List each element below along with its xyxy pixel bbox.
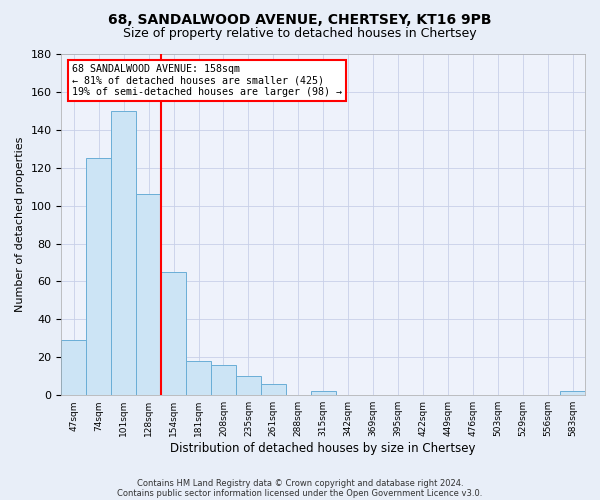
Text: 68 SANDALWOOD AVENUE: 158sqm
← 81% of detached houses are smaller (425)
19% of s: 68 SANDALWOOD AVENUE: 158sqm ← 81% of de… (72, 64, 342, 98)
Bar (560, 392, 585, 395)
Y-axis label: Number of detached properties: Number of detached properties (15, 137, 25, 312)
Bar (86, 158, 111, 395)
Bar (261, 384, 286, 395)
Text: Size of property relative to detached houses in Chertsey: Size of property relative to detached ho… (123, 28, 477, 40)
Text: 68, SANDALWOOD AVENUE, CHERTSEY, KT16 9PB: 68, SANDALWOOD AVENUE, CHERTSEY, KT16 9P… (108, 12, 492, 26)
Bar (236, 376, 261, 395)
Bar (186, 361, 211, 395)
Text: Contains public sector information licensed under the Open Government Licence v3: Contains public sector information licen… (118, 488, 482, 498)
Bar (111, 111, 136, 395)
Bar (136, 194, 161, 395)
Bar (311, 392, 335, 395)
Bar (161, 272, 186, 395)
Bar (211, 365, 236, 395)
Bar (61, 340, 86, 395)
X-axis label: Distribution of detached houses by size in Chertsey: Distribution of detached houses by size … (170, 442, 476, 455)
Text: Contains HM Land Registry data © Crown copyright and database right 2024.: Contains HM Land Registry data © Crown c… (137, 478, 463, 488)
